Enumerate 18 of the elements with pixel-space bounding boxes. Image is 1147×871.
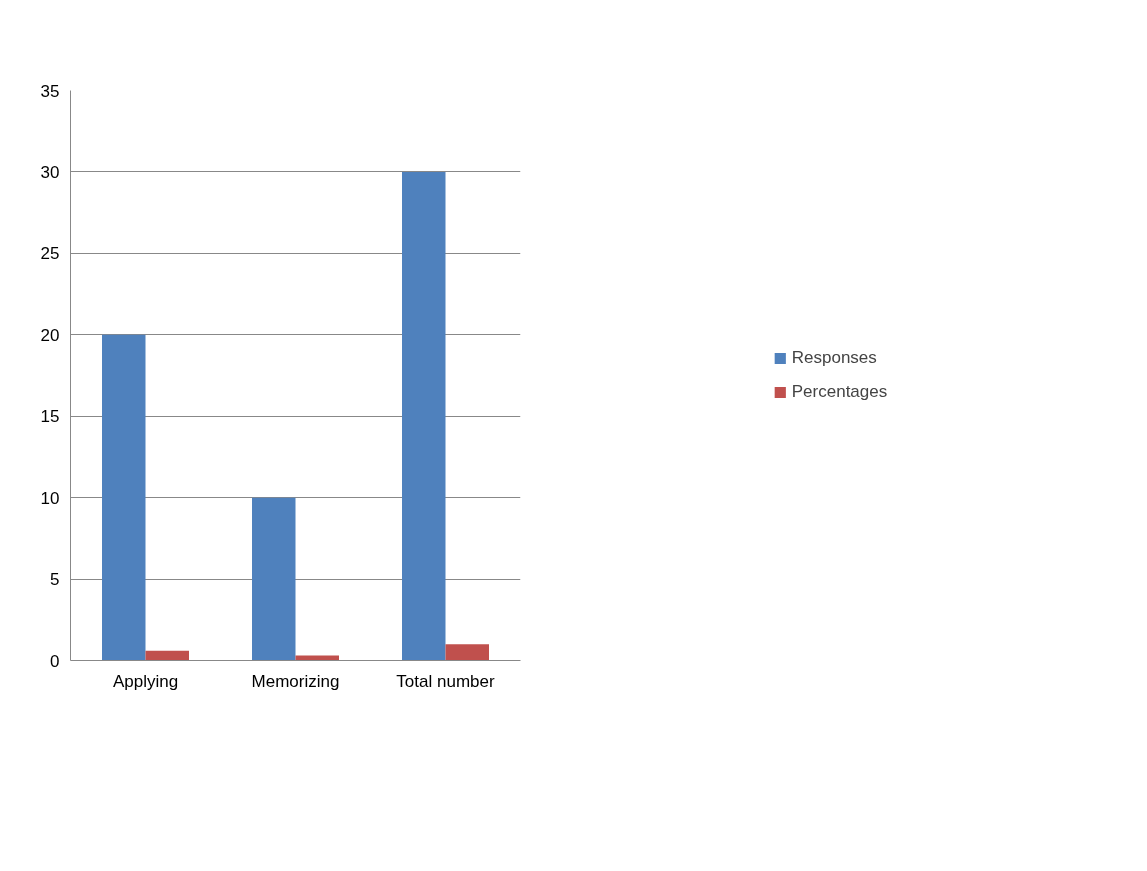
x-tick-label: Memorizing <box>251 671 340 691</box>
y-tick-label: 5 <box>50 570 60 590</box>
bar <box>445 644 489 661</box>
x-tick-label: Total number <box>396 671 495 691</box>
y-tick-label: 10 <box>40 488 60 508</box>
x-tick-label: Applying <box>112 671 179 691</box>
y-tick-label: 0 <box>50 651 60 671</box>
legend-label: Responses <box>791 348 877 368</box>
y-tick-label: 15 <box>40 407 60 427</box>
y-tick-label: 35 <box>40 81 60 101</box>
y-tick-label: 20 <box>40 325 60 345</box>
y-tick-label: 30 <box>40 162 60 182</box>
bar <box>145 650 189 661</box>
bar <box>102 334 146 661</box>
legend-label: Percentages <box>791 382 888 402</box>
y-tick-label: 25 <box>40 244 60 264</box>
bar <box>402 171 446 661</box>
bar <box>252 497 296 661</box>
